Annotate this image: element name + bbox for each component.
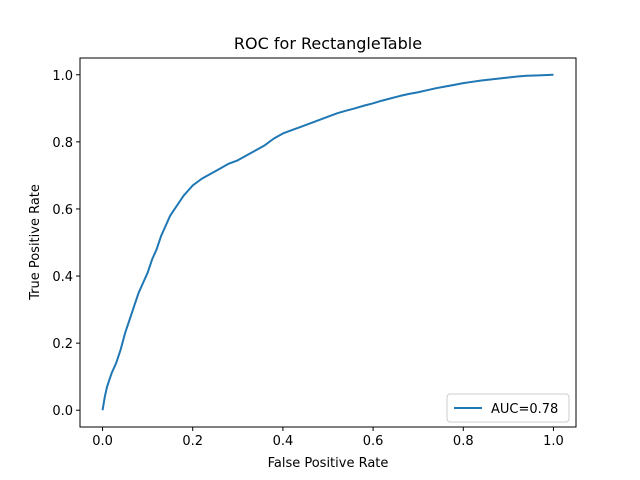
x-tick-label: 0.2 <box>182 434 203 449</box>
roc-curve-line-0 <box>101 73 554 411</box>
x-tick-label: 0.6 <box>363 434 384 449</box>
x-tick-label: 0.0 <box>92 434 113 449</box>
legend-label: AUC=0.78 <box>491 402 558 417</box>
x-tick-label: 0.4 <box>273 434 294 449</box>
y-tick-label: 0.0 <box>52 404 73 419</box>
y-tick-label: 0.2 <box>52 337 73 352</box>
y-tick-label: 0.4 <box>52 270 73 285</box>
chart-title: ROC for RectangleTable <box>234 34 422 53</box>
y-tick-label: 1.0 <box>52 69 73 84</box>
plot-area <box>79 57 577 428</box>
x-axis-label: False Positive Rate <box>268 456 389 471</box>
axis-ticks: 0.0 0.2 0.4 0.6 0.8 1.0 0.0 0.2 0.4 0.6 0.8 1.0 <box>52 69 563 449</box>
legend-box <box>446 393 570 423</box>
x-tick-label: 0.8 <box>453 434 474 449</box>
axes-frame <box>79 57 577 428</box>
y-tick-label: 0.8 <box>52 136 73 151</box>
y-tick-label: 0.6 <box>52 203 73 218</box>
y-axis-label: True Positive Rate <box>28 184 43 301</box>
x-tick-label: 1.0 <box>543 434 564 449</box>
legend: AUC=0.78 <box>446 393 570 423</box>
